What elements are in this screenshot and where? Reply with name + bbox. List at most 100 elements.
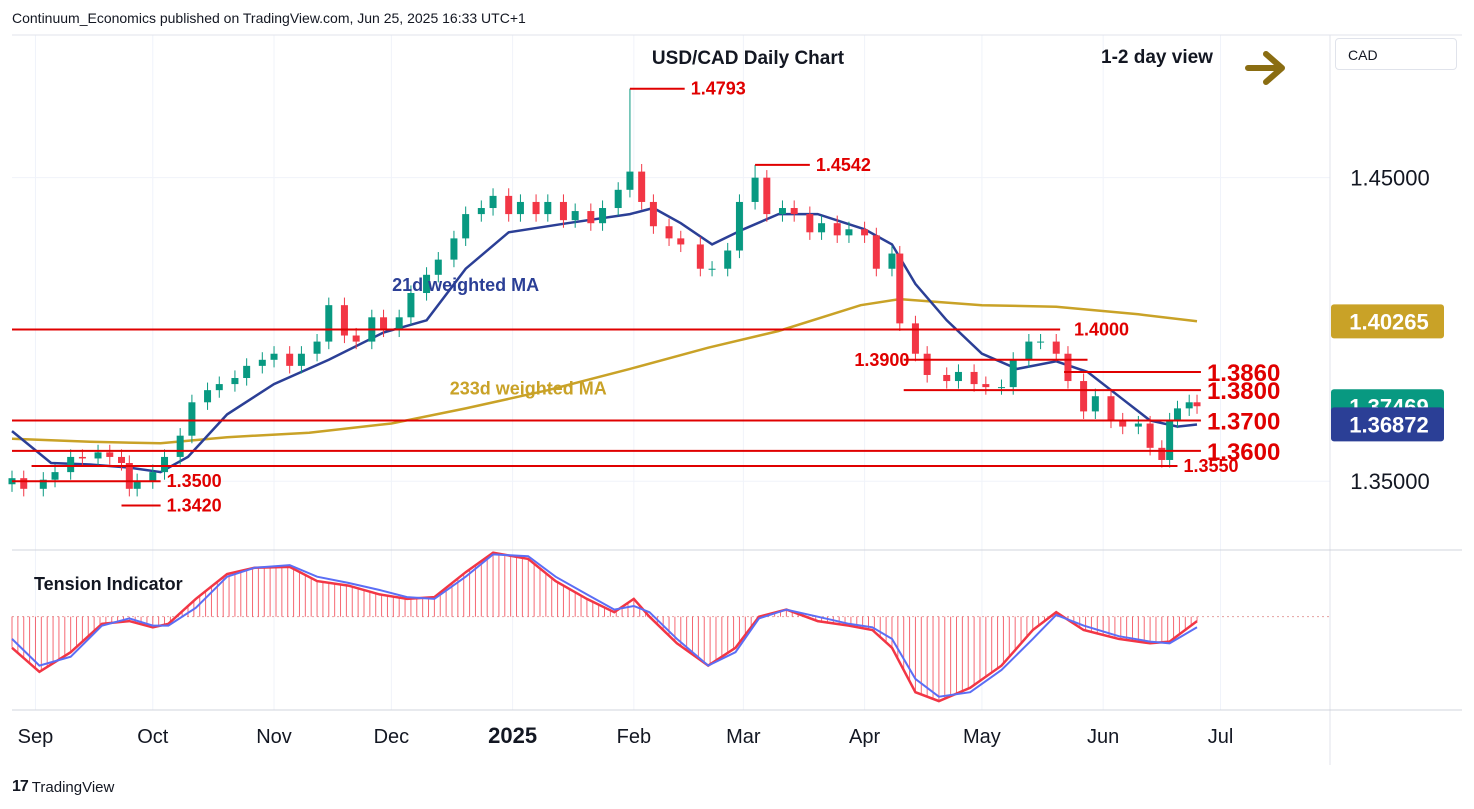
candle-body bbox=[67, 456, 75, 473]
candle-body bbox=[896, 253, 904, 324]
x-tick-label: 2025 bbox=[488, 723, 537, 748]
candle-body bbox=[638, 171, 646, 202]
x-tick-label: Jun bbox=[1087, 726, 1119, 748]
candle-body bbox=[380, 317, 388, 330]
candle-body bbox=[118, 456, 126, 464]
candle-body bbox=[1146, 423, 1154, 448]
y-tick-label: 1.35000 bbox=[1350, 469, 1430, 494]
candle-body bbox=[1119, 420, 1127, 427]
x-tick-label: Oct bbox=[137, 726, 169, 748]
x-tick-label: Sep bbox=[18, 726, 54, 748]
candle-body bbox=[325, 305, 333, 342]
candle-body bbox=[1158, 447, 1166, 460]
candle-body bbox=[954, 371, 962, 382]
candle-body bbox=[176, 435, 184, 457]
candle-body bbox=[243, 365, 251, 379]
candle-body bbox=[571, 211, 579, 221]
candle-body bbox=[665, 226, 673, 239]
candle-body bbox=[806, 214, 814, 233]
candle-body bbox=[450, 238, 458, 260]
price-badge-label: 1.40265 bbox=[1349, 309, 1429, 334]
price-badge-label: 1.36872 bbox=[1349, 412, 1429, 437]
candle-body bbox=[923, 353, 931, 375]
x-tick-label: Dec bbox=[374, 726, 410, 748]
candle-body bbox=[270, 353, 278, 360]
candle-body bbox=[313, 341, 321, 354]
level-label: 1.3600 bbox=[1207, 439, 1280, 466]
candle-body bbox=[1080, 381, 1088, 412]
x-tick-label: Mar bbox=[726, 726, 761, 748]
tension-title: Tension Indicator bbox=[34, 574, 183, 594]
candle-body bbox=[943, 374, 951, 382]
candle-body bbox=[407, 293, 415, 318]
currency-scale-button[interactable]: CAD bbox=[1335, 38, 1457, 70]
candle-body bbox=[888, 253, 896, 269]
candle-body bbox=[677, 238, 685, 245]
candle-body bbox=[872, 235, 880, 269]
candle-body bbox=[970, 371, 978, 385]
candle-body bbox=[1166, 420, 1174, 460]
candle-body bbox=[297, 353, 305, 366]
candle-body bbox=[1134, 423, 1142, 427]
candle-body bbox=[516, 201, 524, 215]
candle-body bbox=[1052, 341, 1060, 354]
ma-annotation: 233d weighted MA bbox=[450, 379, 607, 399]
candle-body bbox=[258, 359, 266, 366]
candle-body bbox=[997, 387, 1005, 389]
candle-body bbox=[911, 323, 919, 354]
candle-body bbox=[505, 195, 513, 215]
view-label: 1-2 day view bbox=[1101, 47, 1213, 68]
level-label: 1.3860 bbox=[1207, 360, 1280, 387]
ma-annotation: 21d weighted MA bbox=[392, 275, 539, 295]
candle-body bbox=[1025, 341, 1033, 360]
candle-body bbox=[818, 223, 826, 233]
candle-body bbox=[51, 472, 59, 480]
x-tick-label: May bbox=[963, 726, 1001, 748]
candle-body bbox=[861, 229, 869, 236]
level-label: 1.3900 bbox=[854, 350, 909, 370]
level-label: 1.4542 bbox=[816, 155, 871, 175]
candle-body bbox=[735, 201, 743, 251]
candle-body bbox=[724, 250, 732, 269]
tension-pane: Tension Indicator bbox=[11, 551, 1330, 703]
candle-body bbox=[1091, 396, 1099, 412]
candle-body bbox=[614, 189, 622, 209]
candle-body bbox=[532, 201, 540, 215]
candle-body bbox=[544, 201, 552, 215]
candle-body bbox=[1185, 402, 1193, 409]
candle-body bbox=[587, 211, 595, 224]
candle-body bbox=[708, 268, 716, 270]
candle-body bbox=[94, 452, 102, 459]
candle-body bbox=[20, 478, 28, 489]
x-tick-label: Apr bbox=[849, 726, 880, 748]
x-tick-label: Feb bbox=[617, 726, 651, 748]
candle-body bbox=[340, 305, 348, 336]
candle-body bbox=[1173, 408, 1181, 421]
level-label: 1.3500 bbox=[167, 471, 222, 491]
candle-body bbox=[763, 177, 771, 215]
candle-body bbox=[649, 201, 657, 227]
candle-body bbox=[626, 171, 634, 190]
candle-body bbox=[434, 259, 442, 275]
level-label: 1.3800 bbox=[1207, 378, 1280, 405]
level-label: 1.4000 bbox=[1074, 319, 1129, 339]
candle-body bbox=[39, 479, 47, 489]
candle-body bbox=[423, 274, 431, 294]
x-tick-label: Nov bbox=[256, 726, 292, 748]
level-label: 1.4793 bbox=[691, 79, 746, 99]
tradingview-brand[interactable]: 17 TradingView bbox=[12, 778, 114, 796]
candle-body bbox=[231, 378, 239, 385]
candle-body bbox=[395, 317, 403, 330]
grid bbox=[12, 35, 1330, 710]
candle-body bbox=[751, 177, 759, 202]
candle-body bbox=[833, 223, 841, 236]
candle-body bbox=[133, 481, 141, 489]
candle-body bbox=[790, 208, 798, 215]
tradingview-logo-icon: 17 bbox=[12, 778, 29, 795]
candle-body bbox=[106, 452, 114, 457]
y-tick-label: 1.45000 bbox=[1350, 166, 1430, 191]
candle-body bbox=[286, 353, 294, 366]
brand-name: TradingView bbox=[31, 778, 115, 796]
candle-body bbox=[696, 244, 704, 269]
